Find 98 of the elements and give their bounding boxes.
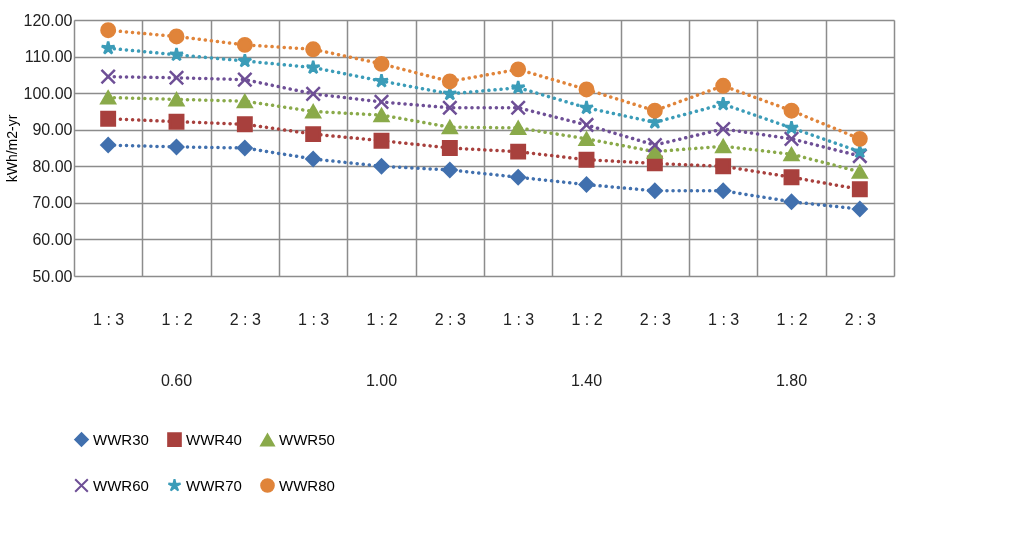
y-tick-label: 90.00 xyxy=(32,121,73,139)
x-tick-label: 1 : 3 xyxy=(708,310,740,328)
point xyxy=(510,79,526,95)
point xyxy=(646,182,663,199)
legend-label: WWR50 xyxy=(279,431,335,449)
point xyxy=(578,117,595,133)
point xyxy=(646,102,663,119)
y-tick-label: 70.00 xyxy=(32,194,73,212)
point xyxy=(851,130,868,147)
y-tick-label: 100.00 xyxy=(23,84,73,102)
point xyxy=(441,120,458,135)
point xyxy=(373,158,390,175)
point xyxy=(305,41,322,58)
point xyxy=(783,147,800,162)
point xyxy=(373,132,390,149)
point xyxy=(305,126,322,143)
y-tick-label: 110.00 xyxy=(24,48,73,66)
point xyxy=(578,151,595,168)
point xyxy=(783,130,800,147)
point xyxy=(715,121,732,137)
y-axis-title: kWh/m2-yr xyxy=(3,114,20,183)
x-tick-label: 2 : 3 xyxy=(639,310,671,328)
point xyxy=(373,55,390,72)
point xyxy=(783,169,800,186)
point xyxy=(783,193,800,210)
point xyxy=(168,92,185,107)
point xyxy=(783,102,800,119)
x-tick-label: 2 : 3 xyxy=(434,310,466,328)
point xyxy=(168,46,185,62)
point xyxy=(373,93,390,110)
y-tick-label: 50.00 xyxy=(32,267,73,285)
point xyxy=(578,81,595,98)
point xyxy=(168,113,185,130)
legend-label: WWR70 xyxy=(186,476,242,494)
point xyxy=(305,151,322,167)
x-tick-label: 1 : 2 xyxy=(571,310,603,328)
point xyxy=(715,77,732,94)
x-tick-label: 1 : 2 xyxy=(161,310,193,328)
point xyxy=(510,169,527,186)
point xyxy=(851,181,868,198)
point xyxy=(441,140,458,156)
point xyxy=(100,90,117,105)
point xyxy=(851,164,868,179)
point xyxy=(100,110,117,127)
legend-label: WWR80 xyxy=(279,476,335,494)
point xyxy=(373,108,390,123)
point xyxy=(236,94,253,109)
y-tick-label: 60.00 xyxy=(32,230,73,248)
point xyxy=(305,104,322,119)
point xyxy=(851,201,868,218)
point xyxy=(851,148,868,164)
x-tick-label: 1 : 3 xyxy=(503,310,535,328)
point xyxy=(100,22,117,39)
point xyxy=(578,176,595,193)
x-tick-label: 2 : 3 xyxy=(844,310,876,328)
point xyxy=(100,68,117,85)
point xyxy=(236,116,253,133)
point xyxy=(441,99,458,116)
point xyxy=(168,138,185,155)
point xyxy=(578,99,595,115)
point xyxy=(578,131,595,146)
point xyxy=(441,73,458,90)
x-tick-label: 1 : 2 xyxy=(776,310,808,328)
text: 0.60 xyxy=(160,372,193,389)
point xyxy=(305,59,321,75)
point xyxy=(168,69,185,86)
x-tick-label: 1 : 3 xyxy=(93,310,125,328)
point xyxy=(510,143,527,160)
legend-label: WWR30 xyxy=(93,430,149,448)
point xyxy=(715,158,732,175)
point xyxy=(715,139,732,154)
point xyxy=(441,161,458,178)
x-tick-label: 2 : 3 xyxy=(229,310,261,328)
point xyxy=(510,120,527,135)
point xyxy=(510,61,527,78)
text: 1.00 xyxy=(365,372,398,389)
legend-label: WWR60 xyxy=(93,476,149,494)
x-tick-label: 1 : 3 xyxy=(298,310,330,328)
point xyxy=(646,137,663,154)
y-tick-label: 120.00 xyxy=(23,11,73,29)
point xyxy=(236,140,253,156)
text: 1.40 xyxy=(570,372,603,389)
point xyxy=(715,182,732,199)
point xyxy=(168,28,185,45)
point xyxy=(373,73,390,88)
point xyxy=(715,96,731,111)
point xyxy=(305,85,322,102)
y-tick-label: 80.00 xyxy=(32,157,73,175)
legend-label: WWR40 xyxy=(186,430,242,448)
text: 1.80 xyxy=(775,372,808,389)
point xyxy=(510,99,527,116)
point xyxy=(100,40,116,55)
point xyxy=(236,71,253,88)
x-tick-label: 1 : 2 xyxy=(366,310,398,328)
point xyxy=(236,36,253,53)
point xyxy=(100,137,117,154)
point xyxy=(783,119,800,135)
point xyxy=(237,53,253,68)
